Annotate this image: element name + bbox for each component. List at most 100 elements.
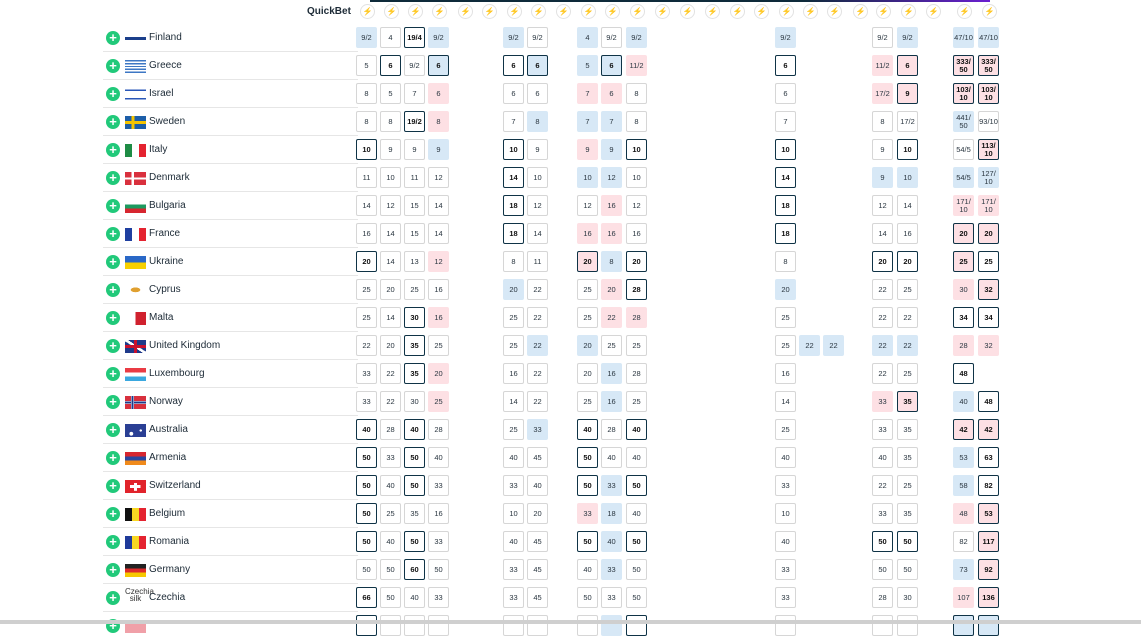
odds-cell[interactable]: 33 (872, 419, 893, 440)
odds-cell[interactable]: 50 (897, 531, 918, 552)
odds-cell[interactable]: 30 (953, 279, 974, 300)
odds-cell[interactable]: 18 (601, 503, 622, 524)
odds-cell[interactable]: 5 (356, 55, 377, 76)
odds-cell[interactable]: 45 (527, 559, 548, 580)
odds-cell[interactable]: 20 (380, 335, 401, 356)
odds-cell[interactable]: 9/2 (897, 27, 918, 48)
quickbet-lightning-icon[interactable]: ⚡ (655, 4, 670, 19)
odds-cell[interactable] (428, 615, 449, 636)
odds-cell[interactable]: 25 (626, 335, 647, 356)
odds-cell[interactable]: 42 (978, 419, 999, 440)
add-selection-button[interactable]: + (106, 367, 120, 381)
odds-cell[interactable]: 10 (380, 167, 401, 188)
odds-cell[interactable]: 6 (601, 55, 622, 76)
odds-cell[interactable]: 50 (356, 503, 377, 524)
odds-cell[interactable]: 58 (953, 475, 974, 496)
add-selection-button[interactable]: + (106, 199, 120, 213)
odds-cell[interactable]: 11/2 (872, 55, 893, 76)
odds-cell[interactable]: 35 (404, 363, 425, 384)
odds-cell[interactable]: 14 (380, 307, 401, 328)
add-selection-button[interactable]: + (106, 283, 120, 297)
odds-cell[interactable]: 22 (356, 335, 377, 356)
odds-cell[interactable]: 7 (404, 83, 425, 104)
quickbet-lightning-icon[interactable]: ⚡ (957, 4, 972, 19)
odds-cell[interactable]: 14 (380, 251, 401, 272)
odds-cell[interactable]: 35 (897, 391, 918, 412)
odds-cell[interactable]: 40 (626, 447, 647, 468)
odds-cell[interactable]: 33 (872, 391, 893, 412)
odds-cell[interactable]: 45 (527, 587, 548, 608)
odds-cell[interactable]: 171/ 10 (953, 195, 974, 216)
odds-cell[interactable]: 12 (577, 195, 598, 216)
odds-cell[interactable]: 22 (527, 363, 548, 384)
odds-cell[interactable]: 50 (356, 559, 377, 580)
odds-cell[interactable]: 50 (380, 587, 401, 608)
odds-cell[interactable]: 40 (356, 419, 377, 440)
quickbet-lightning-icon[interactable]: ⚡ (458, 4, 473, 19)
odds-cell[interactable]: 22 (380, 391, 401, 412)
odds-cell[interactable]: 18 (775, 223, 796, 244)
odds-cell[interactable]: 11 (404, 167, 425, 188)
add-selection-button[interactable]: + (106, 563, 120, 577)
odds-cell[interactable]: 60 (404, 559, 425, 580)
odds-cell[interactable]: 441/ 50 (953, 111, 974, 132)
quickbet-lightning-icon[interactable]: ⚡ (705, 4, 720, 19)
odds-cell[interactable] (872, 615, 893, 636)
odds-cell[interactable]: 10 (897, 167, 918, 188)
odds-cell[interactable]: 33 (527, 419, 548, 440)
quickbet-lightning-icon[interactable]: ⚡ (680, 4, 695, 19)
odds-cell[interactable]: 9/2 (503, 27, 524, 48)
odds-cell[interactable]: 25 (775, 335, 796, 356)
odds-cell[interactable]: 20 (428, 363, 449, 384)
odds-cell[interactable]: 14 (503, 167, 524, 188)
odds-cell[interactable]: 20 (527, 503, 548, 524)
odds-cell[interactable]: 40 (626, 419, 647, 440)
odds-cell[interactable]: 50 (356, 531, 377, 552)
odds-cell[interactable]: 22 (527, 335, 548, 356)
odds-cell[interactable]: 25 (503, 307, 524, 328)
odds-cell[interactable]: 6 (503, 83, 524, 104)
odds-cell[interactable]: 32 (978, 335, 999, 356)
odds-cell[interactable]: 40 (503, 531, 524, 552)
odds-cell[interactable]: 20 (356, 251, 377, 272)
add-selection-button[interactable]: + (106, 395, 120, 409)
odds-cell[interactable]: 6 (775, 55, 796, 76)
odds-cell[interactable]: 127/ 10 (978, 167, 999, 188)
odds-cell[interactable]: 9 (872, 139, 893, 160)
odds-cell[interactable]: 10 (626, 167, 647, 188)
odds-cell[interactable]: 333/ 50 (953, 55, 974, 76)
odds-cell[interactable]: 9/2 (428, 27, 449, 48)
odds-cell[interactable]: 12 (601, 167, 622, 188)
odds-cell[interactable]: 9 (577, 139, 598, 160)
country-name[interactable]: Australia (149, 424, 188, 435)
odds-cell[interactable]: 40 (577, 419, 598, 440)
odds-cell[interactable]: 82 (953, 531, 974, 552)
odds-cell[interactable]: 53 (953, 447, 974, 468)
odds-cell[interactable]: 8 (503, 251, 524, 272)
odds-cell[interactable]: 50 (404, 531, 425, 552)
odds-cell[interactable]: 6 (527, 55, 548, 76)
odds-cell[interactable]: 25 (380, 503, 401, 524)
odds-cell[interactable]: 50 (872, 531, 893, 552)
odds-cell[interactable]: 25 (626, 391, 647, 412)
odds-cell[interactable]: 20 (577, 335, 598, 356)
odds-cell[interactable]: 8 (872, 111, 893, 132)
odds-cell[interactable]: 12 (428, 167, 449, 188)
odds-cell[interactable]: 9 (404, 139, 425, 160)
quickbet-lightning-icon[interactable]: ⚡ (605, 4, 620, 19)
odds-cell[interactable]: 10 (356, 139, 377, 160)
odds-cell[interactable]: 45 (527, 531, 548, 552)
odds-cell[interactable]: 8 (626, 83, 647, 104)
odds-cell[interactable]: 136 (978, 587, 999, 608)
odds-cell[interactable]: 33 (577, 503, 598, 524)
odds-cell[interactable] (577, 615, 598, 636)
odds-cell[interactable]: 22 (380, 363, 401, 384)
odds-cell[interactable]: 16 (626, 223, 647, 244)
odds-cell[interactable]: 40 (577, 559, 598, 580)
odds-cell[interactable]: 33 (503, 587, 524, 608)
odds-cell[interactable]: 16 (428, 279, 449, 300)
odds-cell[interactable]: 10 (775, 139, 796, 160)
add-selection-button[interactable]: + (106, 339, 120, 353)
odds-cell[interactable]: 25 (978, 251, 999, 272)
odds-cell[interactable]: 15 (404, 223, 425, 244)
